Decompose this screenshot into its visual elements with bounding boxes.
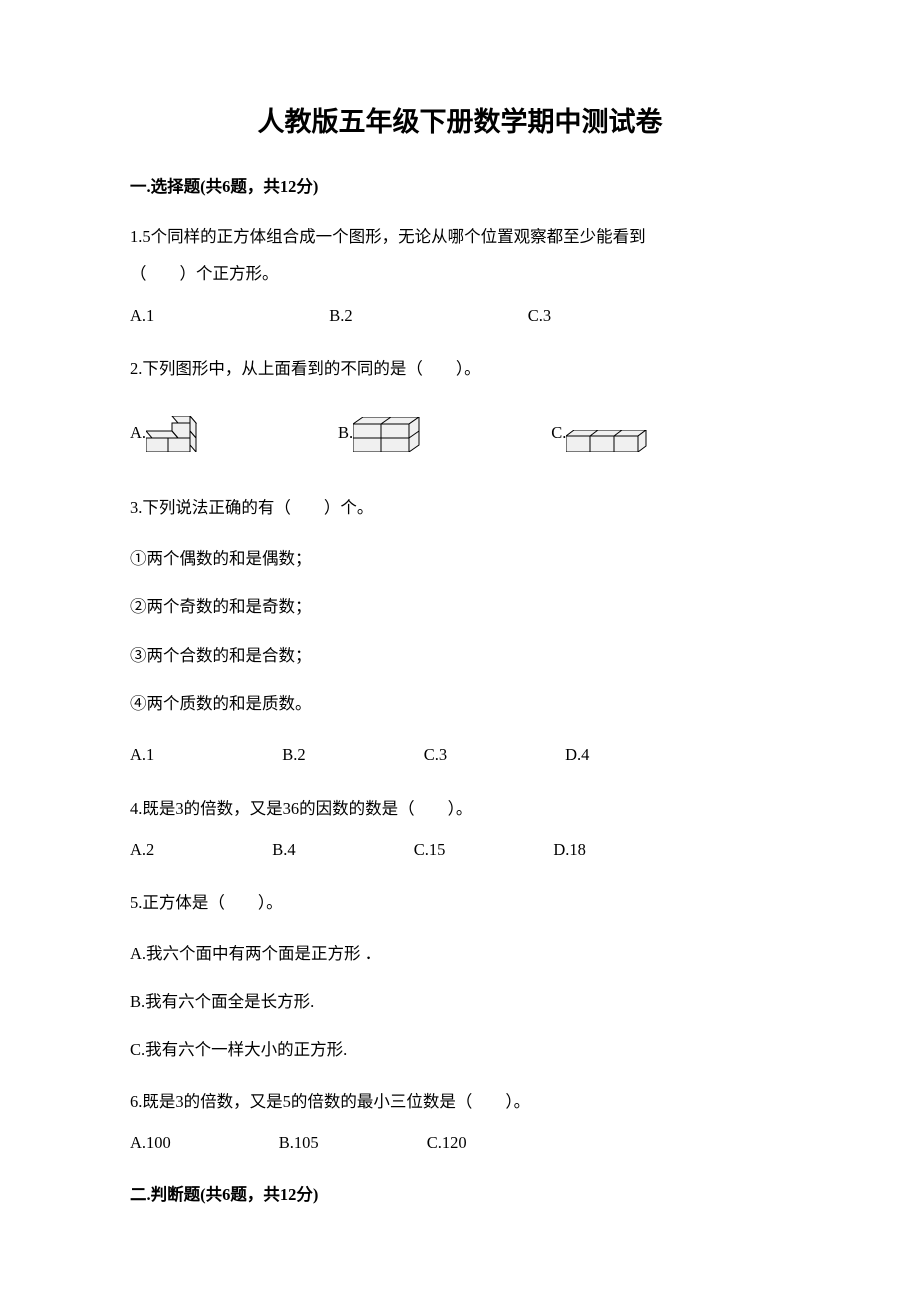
question-5: 5.正方体是（ ）。 A.我六个面中有两个面是正方形 ． B.我有六个面全是长方… [130, 887, 790, 1064]
q2-label-a: A. [130, 417, 146, 448]
q1-text-line2: （ ）个正方形。 [130, 258, 790, 289]
section-1-header: 一.选择题(共6题，共12分) [130, 173, 790, 197]
q3-option-d: D.4 [565, 739, 589, 770]
q1-option-a: A.1 [130, 300, 154, 331]
q3-sub1: ①两个偶数的和是偶数； [130, 546, 790, 572]
q5-option-b: B.我有六个面全是长方形. [130, 989, 790, 1015]
q2-options: A. B. [130, 416, 790, 452]
q5-option-c: C.我有六个一样大小的正方形. [130, 1037, 790, 1063]
q3-sub3: ③两个合数的和是合数； [130, 643, 790, 669]
q3-sub2: ②两个奇数的和是奇数； [130, 594, 790, 620]
q6-option-c: C.120 [427, 1127, 467, 1158]
q2-option-c: C. [551, 417, 648, 452]
q3-text: 3.下列说法正确的有（ ）个。 [130, 492, 790, 523]
q2-text: 2.下列图形中，从上面看到的不同的是（ ）。 [130, 353, 790, 384]
q2-figure-c-icon [566, 430, 648, 452]
q6-option-a: A.100 [130, 1127, 171, 1158]
q1-option-b: B.2 [329, 300, 352, 331]
q2-label-b: B. [338, 417, 353, 448]
q3-option-c: C.3 [424, 739, 447, 770]
q4-text: 4.既是3的倍数，又是36的因数的数是（ ）。 [130, 793, 790, 824]
q5-text: 5.正方体是（ ）。 [130, 887, 790, 918]
question-1: 1.5个同样的正方体组合成一个图形，无论从哪个位置观察都至少能看到 （ ）个正方… [130, 221, 790, 331]
q2-figure-b-icon [353, 417, 421, 452]
q3-options: A.1 B.2 C.3 D.4 [130, 739, 790, 770]
question-3: 3.下列说法正确的有（ ）个。 ①两个偶数的和是偶数； ②两个奇数的和是奇数； … [130, 492, 790, 770]
exam-title: 人教版五年级下册数学期中测试卷 [130, 100, 790, 139]
q6-option-b: B.105 [279, 1127, 319, 1158]
question-4: 4.既是3的倍数，又是36的因数的数是（ ）。 A.2 B.4 C.15 D.1… [130, 793, 790, 866]
q1-options: A.1 B.2 C.3 [130, 300, 790, 331]
section-2-header: 二.判断题(共6题，共12分) [130, 1181, 790, 1205]
q3-option-b: B.2 [282, 739, 305, 770]
q6-text: 6.既是3的倍数，又是5的倍数的最小三位数是（ ）。 [130, 1086, 790, 1117]
q3-sub4: ④两个质数的和是质数。 [130, 691, 790, 717]
q2-label-c: C. [551, 417, 566, 448]
q1-option-c: C.3 [528, 300, 551, 331]
q5-option-a: A.我六个面中有两个面是正方形 ． [130, 941, 790, 967]
q4-option-b: B.4 [272, 834, 295, 865]
q4-option-d: D.18 [553, 834, 586, 865]
q2-option-b: B. [338, 417, 421, 452]
q2-figure-a-icon [146, 416, 198, 452]
q3-option-a: A.1 [130, 739, 154, 770]
q6-options: A.100 B.105 C.120 [130, 1127, 790, 1158]
question-2: 2.下列图形中，从上面看到的不同的是（ ）。 A. B. [130, 353, 790, 452]
q2-option-a: A. [130, 416, 198, 452]
q4-options: A.2 B.4 C.15 D.18 [130, 834, 790, 865]
question-6: 6.既是3的倍数，又是5的倍数的最小三位数是（ ）。 A.100 B.105 C… [130, 1086, 790, 1159]
q1-text-line1: 1.5个同样的正方体组合成一个图形，无论从哪个位置观察都至少能看到 [130, 221, 790, 252]
q4-option-a: A.2 [130, 834, 154, 865]
q4-option-c: C.15 [414, 834, 446, 865]
